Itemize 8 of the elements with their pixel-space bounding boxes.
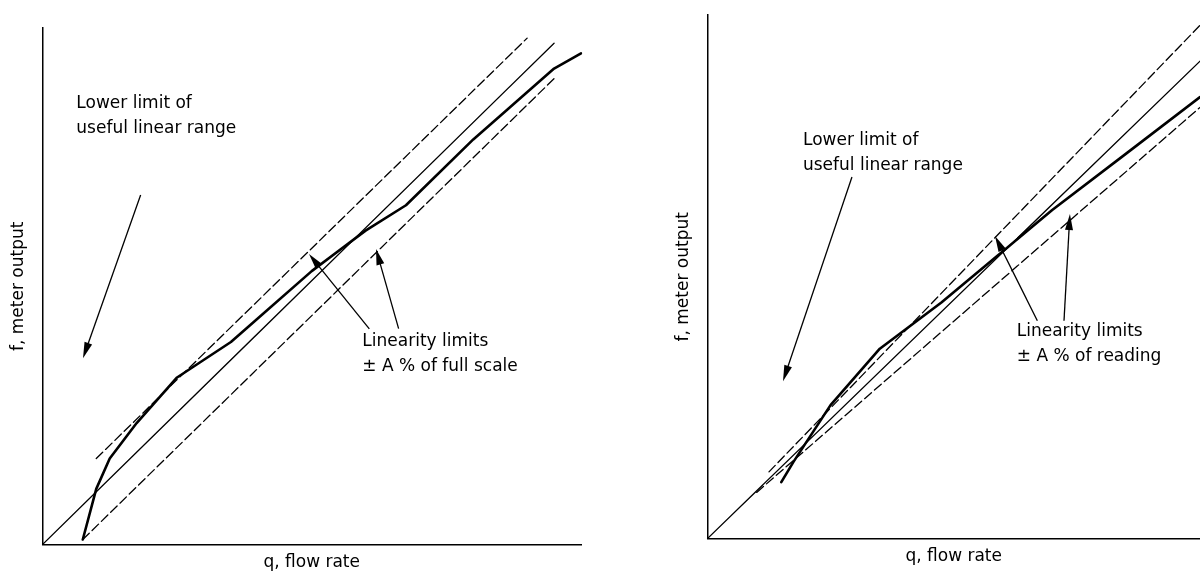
annotation: Lower limit of useful linear range — [802, 129, 963, 175]
annotation: Linearity limits ± A % of reading — [1016, 320, 1162, 366]
y-axis-title: f, meter output — [671, 211, 692, 342]
x-axis-title: q, flow rate — [905, 545, 1002, 566]
y-axis-title: f, meter output — [6, 221, 27, 351]
annotation: Linearity limits ± A % of full scale — [362, 329, 518, 375]
annotation: Lower limit of useful linear range — [76, 91, 237, 137]
x-axis-title: q, flow rate — [263, 551, 360, 572]
